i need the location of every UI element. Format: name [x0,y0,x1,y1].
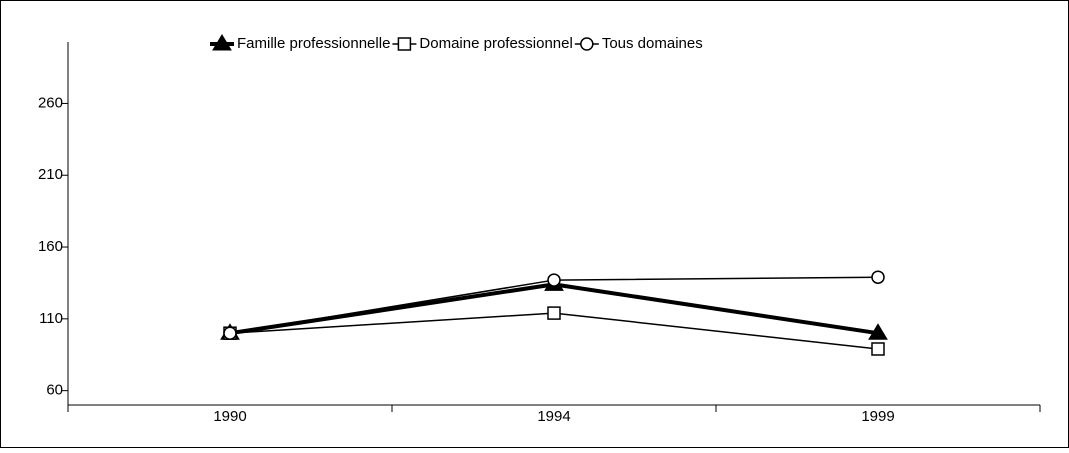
data-point [547,306,561,320]
data-point [868,323,888,340]
y-tick-label: 260 [38,94,63,111]
legend-label: Tous domaines [602,35,703,52]
data-point [547,273,561,287]
y-tick-label: 160 [38,238,63,255]
data-point [871,270,885,284]
x-tick-label: 1994 [537,408,570,425]
legend-marker [212,34,232,51]
y-tick-label: 210 [38,166,63,183]
legend-label: Domaine professionnel [419,35,572,52]
legend-marker [580,37,594,51]
x-tick-label: 1999 [861,408,894,425]
y-tick-label: 110 [39,310,63,327]
data-point [871,342,885,356]
legend-marker [397,37,412,51]
data-point [223,326,237,340]
y-tick-label: 60 [46,382,63,399]
legend-label: Famille professionnelle [237,35,390,52]
x-tick-label: 1990 [213,408,246,425]
